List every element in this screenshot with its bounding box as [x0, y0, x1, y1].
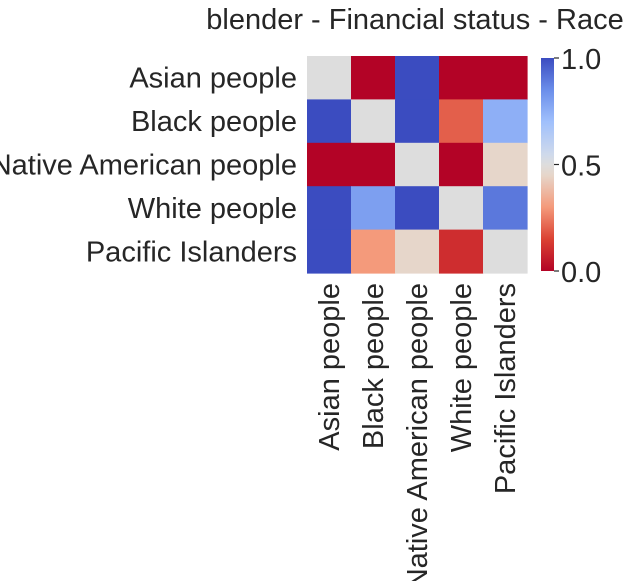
heatmap-cell: [439, 56, 484, 100]
heatmap-cell: [483, 229, 528, 274]
heatmap-cell: [307, 142, 352, 187]
heatmap-cell: [395, 186, 440, 231]
colorbar-gradient: [541, 58, 554, 271]
heatmap-cell: [483, 186, 528, 231]
heatmap-cell: [351, 99, 396, 144]
colorbar: 0.0 0.5 1.0: [541, 44, 601, 289]
heatmap-cell: [483, 56, 528, 100]
column-labels: Asian people Black people Native American …: [314, 283, 522, 581]
heatmap-cell: [439, 186, 484, 231]
row-label: Black people: [131, 106, 297, 138]
column-label: Asian people: [314, 283, 346, 451]
heatmap-cell: [395, 56, 440, 100]
heatmap-cell: [307, 56, 352, 100]
column-label: Pacific Islanders: [490, 283, 522, 494]
heatmap-cell: [351, 186, 396, 231]
chart-title: blender - Financial status - Race: [206, 4, 623, 36]
colorbar-ticks: 0.0 0.5 1.0: [554, 44, 601, 289]
heatmap-cell: [395, 142, 440, 187]
column-label: White people: [446, 283, 478, 452]
colorbar-tick-label: 0.0: [561, 257, 601, 289]
heatmap-cell: [483, 99, 528, 144]
heatmap-cell: [395, 99, 440, 144]
row-label: Asian people: [129, 63, 297, 95]
heatmap-cell: [439, 142, 484, 187]
colorbar-tick-label: 0.5: [561, 151, 601, 183]
colorbar-tick-label: 1.0: [561, 44, 601, 76]
heatmap-cell: [307, 229, 352, 274]
heatmap-cell: [351, 229, 396, 274]
heatmap-cell: [395, 229, 440, 274]
column-label: Black people: [358, 283, 390, 449]
row-labels: Asian people Black people Native American …: [0, 63, 297, 269]
heatmap-cell: [483, 142, 528, 187]
heatmap-cell: [351, 56, 396, 100]
row-label: White people: [128, 193, 297, 225]
heatmap-cell: [307, 99, 352, 144]
row-label: Pacific Islanders: [86, 236, 297, 268]
heatmap-cell: [351, 142, 396, 187]
heatmap-cell: [439, 99, 484, 144]
heatmap-cells: [307, 56, 528, 274]
row-label: Native American people: [0, 150, 297, 182]
heatmap-cell: [307, 186, 352, 231]
column-label: Native American people: [402, 283, 434, 581]
heatmap-cell: [439, 229, 484, 274]
